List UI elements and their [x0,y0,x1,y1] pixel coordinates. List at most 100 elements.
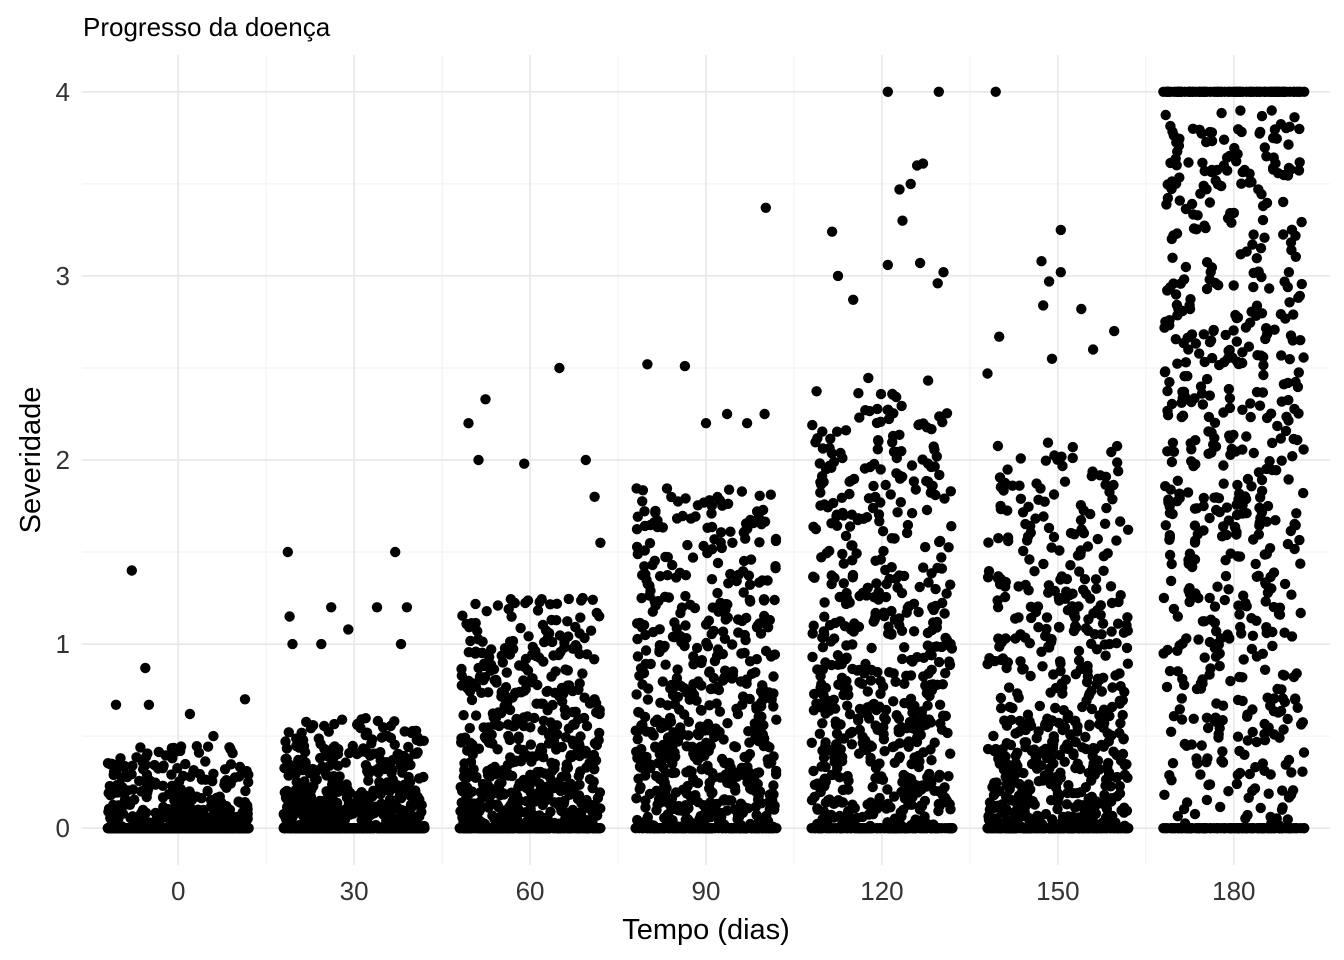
data-point [632,651,644,662]
data-point [766,694,777,705]
data-point [880,591,892,603]
data-point [812,778,823,789]
data-point [526,808,538,819]
data-point [1201,757,1212,768]
data-point [1065,560,1076,571]
data-point [1257,200,1269,212]
data-point [541,781,552,793]
data-point [1228,280,1239,291]
data-point [988,789,1000,801]
data-point [866,642,877,654]
data-point [641,814,652,826]
data-point [1282,377,1294,389]
data-point [1061,799,1073,810]
data-point [689,602,701,614]
data-point [1122,612,1133,623]
data-point [1199,652,1210,663]
data-point [1241,431,1252,442]
data-point [554,362,565,374]
data-point [810,437,821,448]
data-point [560,664,571,675]
data-point [1231,336,1243,347]
data-point [479,660,490,672]
data-point [894,738,905,749]
data-point [518,675,529,686]
data-point [1218,134,1230,145]
data-point [636,592,647,604]
data-point [544,771,555,783]
data-point [1003,682,1015,693]
data-point [1220,570,1232,582]
data-point [1234,609,1245,620]
data-point [1167,252,1178,263]
data-point [982,572,994,583]
data-point [1048,489,1060,500]
data-point [1009,769,1020,781]
data-point [364,792,376,803]
data-point [594,708,605,720]
data-point [1040,455,1052,466]
data-point [1276,455,1287,466]
data-point [632,548,643,560]
data-point [541,686,552,697]
data-point [463,418,474,429]
data-point [865,740,876,751]
data-point [1298,352,1309,363]
data-point [874,516,885,527]
data-point [1216,531,1228,542]
data-point [769,594,780,606]
data-point [385,720,396,732]
data-point [815,682,826,693]
data-point [1277,669,1289,680]
data-point [234,761,246,773]
data-point [1295,558,1306,569]
data-point [1099,718,1110,729]
data-point [1032,810,1043,822]
data-point [829,769,840,780]
data-point [933,86,944,98]
data-point [875,388,887,400]
data-point [1048,731,1060,742]
data-point [1166,558,1177,570]
data-point [983,537,994,548]
data-point [1013,612,1024,623]
data-point [906,508,918,519]
data-point [1201,373,1213,385]
data-point [826,578,837,590]
data-point [461,792,472,804]
data-point [1254,400,1266,411]
data-point [551,744,562,755]
data-point [324,760,335,771]
data-point [1031,478,1042,489]
data-point [1123,823,1134,834]
data-point [1070,612,1081,623]
data-point [458,710,469,721]
data-point [744,693,755,705]
data-point [494,778,505,790]
data-point [1276,350,1287,361]
data-point [1072,721,1083,732]
data-point [851,548,862,559]
data-point [460,773,471,785]
data-point [675,722,686,733]
data-point [1206,447,1217,458]
data-point [893,726,904,738]
data-point [1266,105,1277,116]
data-point [635,781,646,793]
data-point [1112,618,1124,629]
data-point [1096,629,1107,640]
data-point [992,440,1004,452]
data-point [1261,548,1273,560]
data-point [493,720,505,732]
data-point [639,711,651,723]
data-point [1040,808,1052,820]
data-point [1257,648,1269,659]
data-point [869,614,880,625]
data-point [922,458,934,469]
data-point [1095,609,1106,621]
data-point [1232,694,1244,706]
data-point [1010,728,1021,739]
data-point [1252,350,1263,361]
data-point [465,635,476,647]
data-point [1247,239,1258,250]
